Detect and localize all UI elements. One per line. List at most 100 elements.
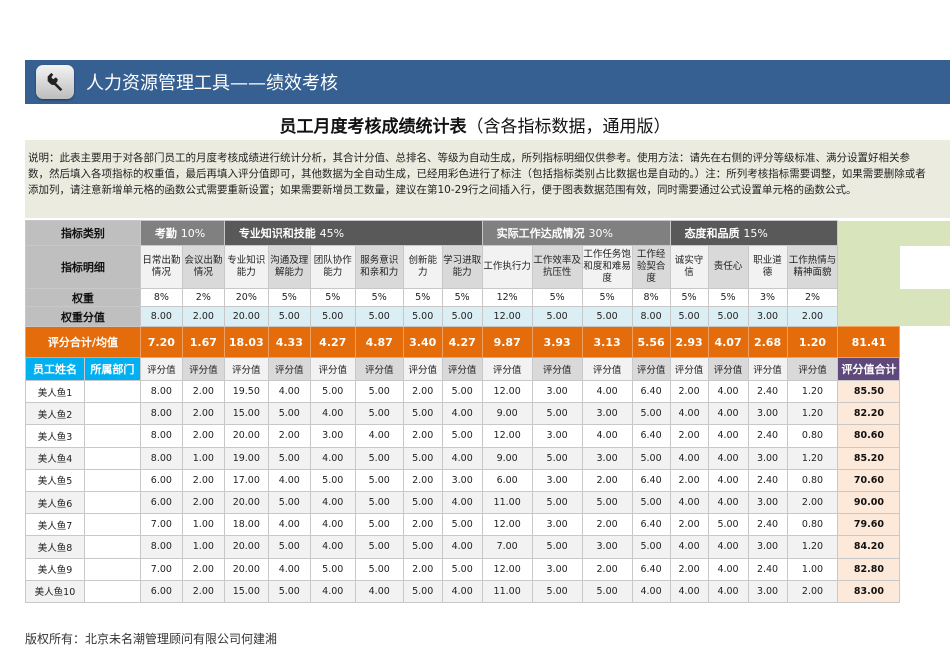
weight-cell[interactable]: 5% (581, 288, 633, 307)
score-cell[interactable]: 19.00 (223, 446, 269, 470)
score-cell[interactable]: 3.00 (581, 446, 633, 470)
employee-dept[interactable] (83, 402, 141, 426)
score-cell[interactable]: 12.00 (481, 379, 533, 404)
score-cell[interactable]: 20.00 (223, 535, 269, 559)
score-cell[interactable]: 4.00 (309, 402, 356, 426)
weight-cell[interactable]: 12% (481, 288, 533, 307)
score-cell[interactable]: 5.00 (354, 379, 404, 404)
weight-cell[interactable]: 5% (354, 288, 404, 307)
score-cell[interactable]: 5.00 (441, 379, 483, 404)
score-cell[interactable]: 5.00 (531, 490, 583, 515)
employee-dept[interactable] (83, 513, 141, 537)
score-cell[interactable]: 19.50 (223, 379, 269, 404)
score-cell[interactable]: 5.00 (581, 490, 633, 515)
weight-cell[interactable]: 8% (631, 288, 671, 307)
score-cell[interactable]: 3.00 (581, 402, 633, 426)
score-cell[interactable]: 5.00 (354, 513, 404, 537)
score-cell[interactable]: 3.00 (441, 468, 483, 492)
score-cell[interactable]: 4.00 (707, 424, 749, 448)
score-cell[interactable]: 20.00 (223, 490, 269, 515)
score-cell[interactable]: 4.00 (309, 513, 356, 537)
score-cell[interactable]: 2.00 (786, 579, 839, 603)
score-cell[interactable]: 3.00 (531, 557, 583, 581)
score-cell[interactable]: 4.00 (707, 379, 749, 404)
score-cell[interactable]: 2.00 (581, 513, 633, 537)
score-cell[interactable]: 1.00 (181, 535, 225, 559)
score-cell[interactable]: 6.00 (139, 490, 183, 515)
score-cell[interactable]: 4.00 (267, 557, 311, 581)
score-cell[interactable]: 20.00 (223, 424, 269, 448)
score-cell[interactable]: 8.00 (139, 446, 183, 470)
score-cell[interactable]: 5.00 (402, 490, 443, 515)
score-cell[interactable]: 5.00 (707, 513, 749, 537)
score-cell[interactable]: 1.20 (786, 446, 839, 470)
score-cell[interactable]: 4.00 (707, 402, 749, 426)
score-cell[interactable]: 4.00 (669, 446, 709, 470)
score-cell[interactable]: 4.00 (267, 379, 311, 404)
score-cell[interactable]: 5.00 (531, 579, 583, 603)
score-cell[interactable]: 4.00 (669, 490, 709, 515)
score-cell[interactable]: 4.00 (669, 402, 709, 426)
score-cell[interactable]: 2.40 (747, 468, 788, 492)
employee-name[interactable]: 美人鱼5 (25, 468, 85, 492)
score-cell[interactable]: 5.00 (354, 535, 404, 559)
score-cell[interactable]: 4.00 (707, 579, 749, 603)
score-cell[interactable]: 4.00 (441, 579, 483, 603)
score-cell[interactable]: 3.00 (747, 490, 788, 515)
employee-name[interactable]: 美人鱼6 (25, 490, 85, 515)
score-cell[interactable]: 5.00 (531, 446, 583, 470)
employee-name[interactable]: 美人鱼9 (25, 557, 85, 581)
score-cell[interactable]: 2.00 (181, 557, 225, 581)
weight-cell[interactable]: 5% (531, 288, 583, 307)
score-cell[interactable]: 2.00 (181, 379, 225, 404)
score-cell[interactable]: 2.00 (669, 379, 709, 404)
score-cell[interactable]: 4.00 (441, 490, 483, 515)
score-cell[interactable]: 20.00 (223, 557, 269, 581)
score-cell[interactable]: 2.00 (267, 424, 311, 448)
score-cell[interactable]: 5.00 (267, 579, 311, 603)
score-cell[interactable]: 5.00 (402, 579, 443, 603)
score-cell[interactable]: 4.00 (707, 446, 749, 470)
employee-dept[interactable] (83, 490, 141, 515)
score-cell[interactable]: 5.00 (309, 379, 356, 404)
score-cell[interactable]: 2.00 (669, 557, 709, 581)
score-cell[interactable]: 5.00 (631, 490, 671, 515)
score-cell[interactable]: 2.00 (402, 513, 443, 537)
score-cell[interactable]: 4.00 (354, 424, 404, 448)
employee-dept[interactable] (83, 468, 141, 492)
score-cell[interactable]: 1.00 (181, 513, 225, 537)
score-cell[interactable]: 5.00 (267, 446, 311, 470)
score-cell[interactable]: 5.00 (441, 424, 483, 448)
score-cell[interactable]: 5.00 (267, 490, 311, 515)
score-cell[interactable]: 5.00 (402, 402, 443, 426)
score-cell[interactable]: 11.00 (481, 490, 533, 515)
score-cell[interactable]: 1.20 (786, 379, 839, 404)
weight-cell[interactable]: 5% (441, 288, 483, 307)
score-cell[interactable]: 4.00 (581, 379, 633, 404)
score-cell[interactable]: 4.00 (441, 446, 483, 470)
score-cell[interactable]: 4.00 (441, 535, 483, 559)
score-cell[interactable]: 4.00 (309, 535, 356, 559)
weight-cell[interactable]: 5% (267, 288, 311, 307)
score-cell[interactable]: 2.00 (669, 468, 709, 492)
score-cell[interactable]: 4.00 (267, 513, 311, 537)
score-cell[interactable]: 5.00 (267, 402, 311, 426)
score-cell[interactable]: 4.00 (707, 535, 749, 559)
score-cell[interactable]: 2.00 (181, 579, 225, 603)
score-cell[interactable]: 5.00 (354, 446, 404, 470)
score-cell[interactable]: 3.00 (747, 446, 788, 470)
score-cell[interactable]: 5.00 (309, 557, 356, 581)
score-cell[interactable]: 6.40 (631, 557, 671, 581)
employee-name[interactable]: 美人鱼8 (25, 535, 85, 559)
score-cell[interactable]: 15.00 (223, 579, 269, 603)
score-cell[interactable]: 17.00 (223, 468, 269, 492)
score-cell[interactable]: 12.00 (481, 424, 533, 448)
weight-cell[interactable]: 2% (181, 288, 225, 307)
employee-dept[interactable] (83, 579, 141, 603)
weight-cell[interactable]: 5% (707, 288, 749, 307)
score-cell[interactable]: 4.00 (309, 579, 356, 603)
employee-name[interactable]: 美人鱼1 (25, 379, 85, 404)
employee-name[interactable]: 美人鱼3 (25, 424, 85, 448)
score-cell[interactable]: 8.00 (139, 535, 183, 559)
score-cell[interactable]: 4.00 (309, 446, 356, 470)
